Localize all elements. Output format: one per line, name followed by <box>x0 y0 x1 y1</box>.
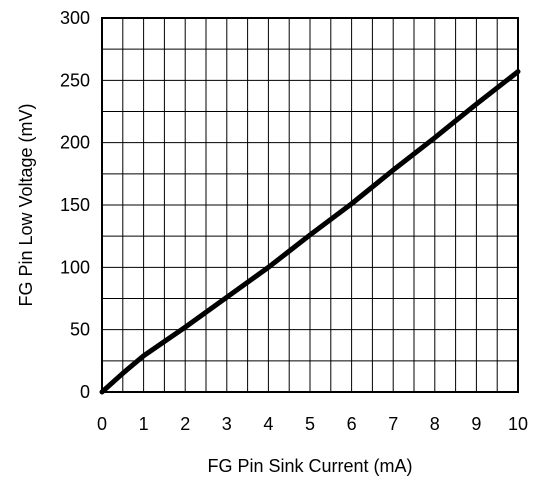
plot-area-frame <box>101 17 519 393</box>
y-tick-label: 300 <box>60 8 90 28</box>
x-tick-label: 9 <box>471 414 481 434</box>
y-tick-label: 150 <box>60 195 90 215</box>
y-tick-label: 0 <box>80 382 90 402</box>
series-line-group <box>99 69 521 395</box>
x-axis-title: FG Pin Sink Current (mA) <box>207 456 412 476</box>
x-axis-ticks: 0 1 2 3 4 5 6 7 8 9 10 <box>97 414 528 434</box>
grid <box>102 18 518 392</box>
x-tick-label: 1 <box>139 414 149 434</box>
y-axis-title: FG Pin Low Voltage (mV) <box>16 103 36 306</box>
y-tick-label: 200 <box>60 133 90 153</box>
y-tick-label: 50 <box>70 320 90 340</box>
x-tick-label: 3 <box>222 414 232 434</box>
x-tick-label: 7 <box>388 414 398 434</box>
x-tick-label: 4 <box>263 414 273 434</box>
x-tick-label: 2 <box>180 414 190 434</box>
x-tick-label: 8 <box>430 414 440 434</box>
series-line <box>99 69 521 395</box>
x-tick-label: 0 <box>97 414 107 434</box>
x-tick-label: 5 <box>305 414 315 434</box>
x-tick-label: 6 <box>347 414 357 434</box>
y-tick-label: 100 <box>60 257 90 277</box>
y-axis-ticks: 0 50 100 150 200 250 300 <box>60 8 90 402</box>
x-tick-label: 10 <box>508 414 528 434</box>
y-tick-label: 250 <box>60 70 90 90</box>
